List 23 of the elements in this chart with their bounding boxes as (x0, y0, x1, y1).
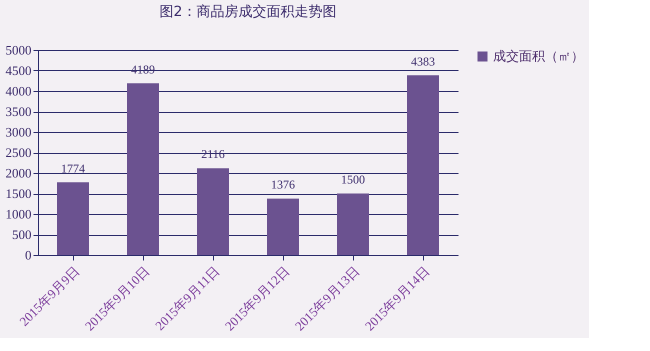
y-tick-label: 1500 (6, 186, 32, 201)
data-label: 1376 (271, 178, 295, 192)
bar (127, 83, 159, 255)
y-tick-label: 0 (25, 248, 32, 262)
data-label: 1774 (61, 161, 85, 176)
bar (407, 75, 439, 255)
y-tick-label: 2000 (6, 166, 32, 180)
bar (197, 168, 229, 255)
y-tick-label: 4000 (6, 84, 32, 98)
bar (337, 194, 369, 255)
y-tick-label: 2500 (6, 145, 32, 160)
bar (267, 198, 299, 255)
y-tick-label: 3000 (6, 124, 32, 140)
y-tick-label: 5000 (6, 42, 32, 58)
bar (57, 182, 89, 255)
data-label: 4383 (411, 54, 435, 68)
y-tick-label: 500 (12, 227, 32, 242)
y-tick-label: 4500 (6, 63, 32, 78)
chart-title: 图2：商品房成交面积走势图 (160, 4, 336, 20)
data-label: 1500 (341, 172, 365, 186)
legend-label: 成交面积（㎡） (493, 48, 584, 64)
y-tick-label: 1000 (6, 206, 32, 222)
y-tick-label: 3500 (6, 104, 32, 119)
